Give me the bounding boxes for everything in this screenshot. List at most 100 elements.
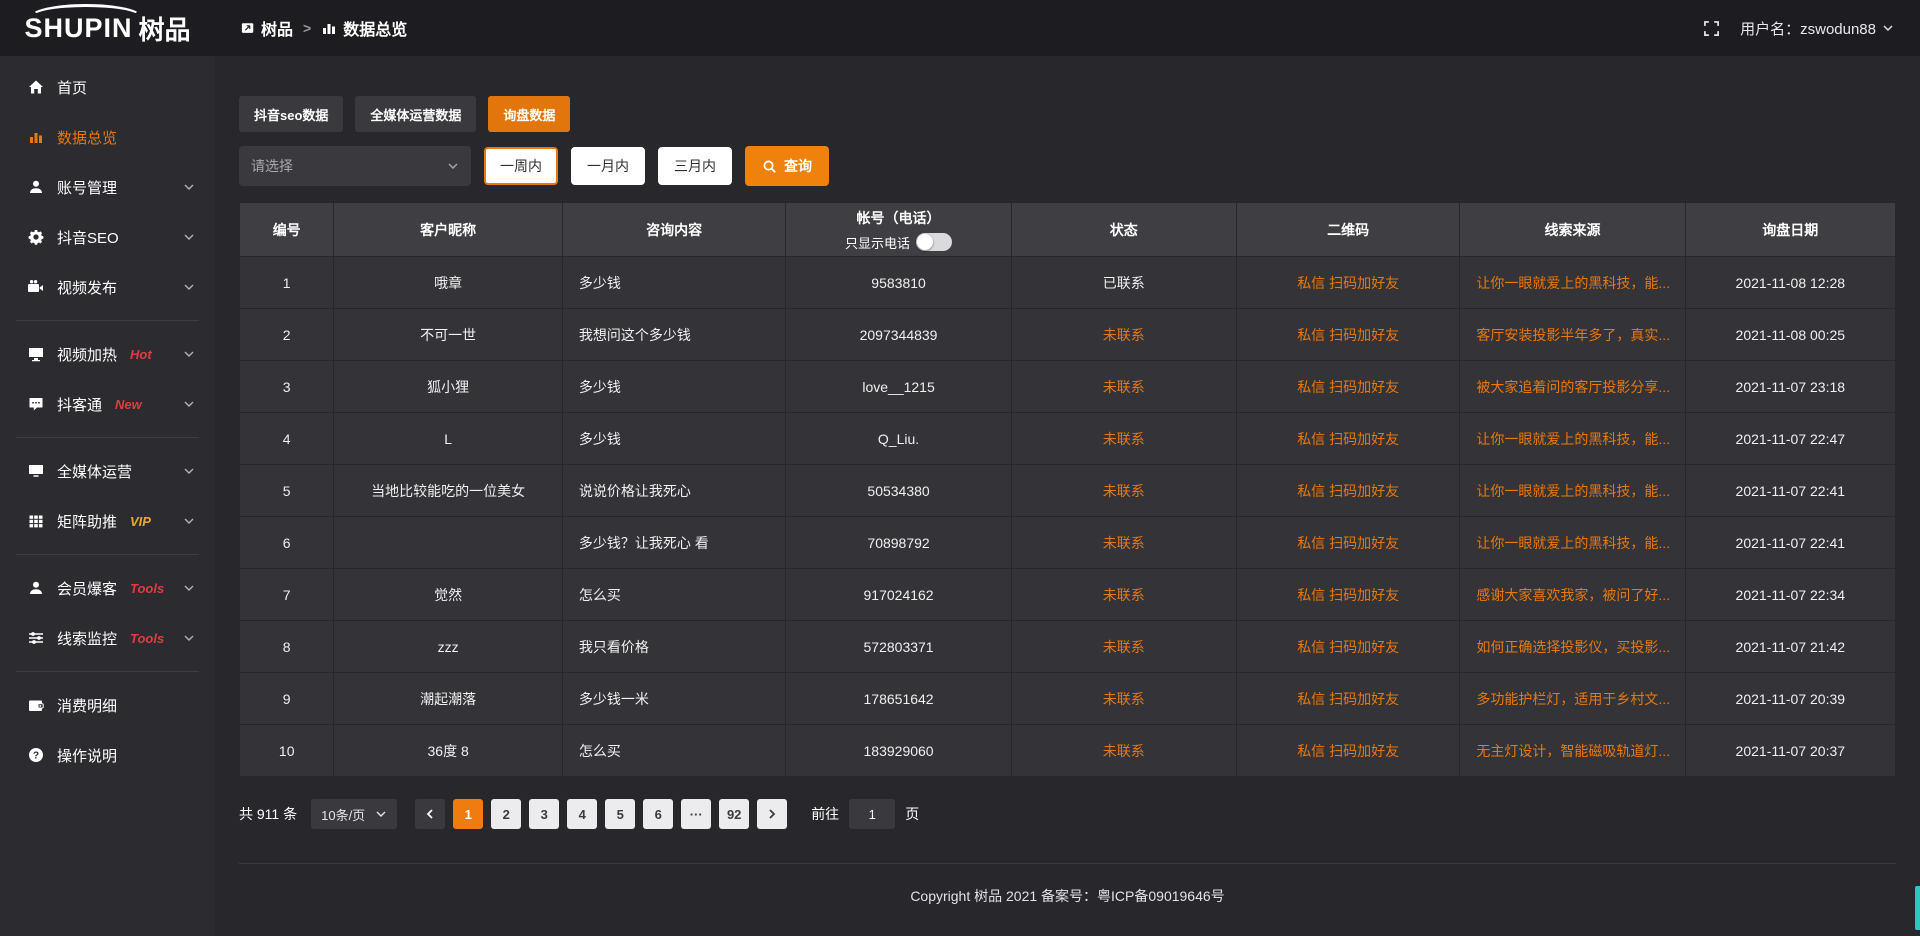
goto-page-input[interactable]: 1 (849, 799, 896, 829)
tab[interactable]: 全媒体运营数据 (355, 96, 477, 132)
table-row: 2 不可一世 我想问这个多少钱 2097344839 未联系 私信 扫码加好友 客厅安装投影… (238, 308, 1897, 361)
cell-id: 3 (238, 360, 335, 413)
svg-text:?: ? (33, 751, 39, 762)
page-button[interactable]: 92 (719, 799, 750, 829)
sliders-icon (28, 630, 44, 646)
goto-suffix: 页 (905, 806, 920, 822)
sidebar-item-badge: Tools (130, 630, 165, 646)
page-button[interactable]: 2 (491, 799, 522, 829)
sidebar-item[interactable]: 视频发布 (0, 262, 215, 312)
page-button[interactable]: ··· (681, 799, 712, 829)
cell-qr-link[interactable]: 私信 扫码加好友 (1235, 256, 1461, 309)
cell-account: Q_Liu. (785, 412, 1012, 465)
cell-qr-link[interactable]: 私信 扫码加好友 (1235, 620, 1461, 673)
cell-qr-link[interactable]: 私信 扫码加好友 (1235, 724, 1461, 777)
wallet-icon (28, 697, 44, 713)
breadcrumb-root[interactable]: 树品 (241, 16, 293, 40)
cell-content: 多少钱？让我死心 看 (561, 516, 787, 569)
cell-source-link[interactable]: 客厅安装投影半年多了，真实... (1459, 308, 1686, 361)
column-header: 询盘日期 (1684, 202, 1897, 257)
cell-account: 178651642 (785, 672, 1012, 725)
app-logo[interactable]: SHUPIN 树品 (0, 0, 215, 56)
logo-arc (30, 4, 142, 17)
column-header: 编号 (238, 202, 335, 257)
tab[interactable]: 抖音seo数据 (239, 96, 344, 132)
fullscreen-icon[interactable] (1703, 20, 1720, 37)
chevron-down-icon (1882, 22, 1894, 34)
cell-qr-link[interactable]: 私信 扫码加好友 (1235, 360, 1461, 413)
chevron-down-icon (447, 160, 459, 172)
sidebar-item[interactable]: 会员爆客 Tools (0, 563, 215, 613)
cell-source-link[interactable]: 感谢大家喜欢我家，被问了好... (1459, 568, 1686, 621)
cell-nickname: 觉然 (333, 568, 563, 621)
filter-select[interactable]: 请选择 (239, 146, 471, 186)
page-size-select[interactable]: 10条/页 (311, 799, 398, 829)
cell-date: 2021-11-08 12:28 (1684, 256, 1897, 309)
range-button[interactable]: 三月内 (658, 147, 732, 185)
sidebar-item[interactable]: 矩阵助推 VIP (0, 496, 215, 546)
cell-source-link[interactable]: 让你一眼就爱上的黑科技，能... (1459, 256, 1686, 309)
cell-source-link[interactable]: 让你一眼就爱上的黑科技，能... (1459, 464, 1686, 517)
page-button[interactable]: 5 (605, 799, 636, 829)
cell-source-link[interactable]: 多功能护栏灯，适用于乡村文... (1459, 672, 1686, 725)
cell-content: 我想问这个多少钱 (561, 308, 787, 361)
table-row: 7 觉然 怎么买 917024162 未联系 私信 扫码加好友 感谢大家喜欢我家，被问了好.… (238, 568, 1897, 621)
cell-account: 70898792 (785, 516, 1012, 569)
sidebar-item[interactable]: 抖音SEO (0, 212, 215, 262)
sidebar-item[interactable]: 线索监控 Tools (0, 613, 215, 663)
cell-nickname: L (333, 412, 563, 465)
sidebar-item[interactable]: 抖客通 New (0, 379, 215, 429)
cell-source-link[interactable]: 如何正确选择投影仪，买投影... (1459, 620, 1686, 673)
chat-widget-strip[interactable] (1915, 886, 1920, 930)
username-label: 用户名：zswodun88 (1740, 20, 1876, 38)
cell-qr-link[interactable]: 私信 扫码加好友 (1235, 308, 1461, 361)
sidebar-divider (16, 437, 199, 438)
tab[interactable]: 询盘数据 (488, 96, 571, 132)
cell-source-link[interactable]: 无主灯设计，智能磁吸轨道灯... (1459, 724, 1686, 777)
sidebar-item[interactable]: ? 操作说明 (0, 730, 215, 780)
cell-date: 2021-11-07 21:42 (1684, 620, 1897, 673)
main-content: 抖音seo数据 全媒体运营数据 询盘数据 请选择 一周内 一月内 三月内 查询 编号 客户… (215, 56, 1920, 936)
goto-label: 前往 (811, 806, 840, 822)
range-button[interactable]: 一周内 (484, 147, 558, 185)
range-button[interactable]: 一月内 (571, 147, 645, 185)
sidebar-item[interactable]: 消费明细 (0, 680, 215, 730)
sidebar-item[interactable]: 账号管理 (0, 162, 215, 212)
cell-qr-link[interactable]: 私信 扫码加好友 (1235, 412, 1461, 465)
sidebar-item-badge: VIP (130, 513, 151, 529)
sidebar-item[interactable]: 首页 (0, 62, 215, 112)
cell-qr-link[interactable]: 私信 扫码加好友 (1235, 516, 1461, 569)
phone-only-toggle[interactable] (916, 233, 953, 251)
prev-page-button[interactable] (415, 799, 446, 829)
breadcrumb-current[interactable]: 数据总览 (321, 16, 407, 40)
breadcrumb: 树品 > 数据总览 (241, 16, 407, 40)
page-button[interactable]: 4 (567, 799, 598, 829)
cell-source-link[interactable]: 让你一眼就爱上的黑科技，能... (1459, 516, 1686, 569)
chevron-down-icon (183, 398, 195, 410)
sidebar-item[interactable]: 视频加热 Hot (0, 329, 215, 379)
cell-nickname: 哦章 (333, 256, 563, 309)
query-button[interactable]: 查询 (745, 146, 829, 186)
sidebar-item-badge: Tools (130, 580, 165, 596)
total-count: 共 911 条 (239, 806, 298, 822)
cell-qr-link[interactable]: 私信 扫码加好友 (1235, 672, 1461, 725)
cell-status: 未联系 (1010, 464, 1237, 517)
cell-qr-link[interactable]: 私信 扫码加好友 (1235, 568, 1461, 621)
cell-status: 未联系 (1010, 672, 1237, 725)
cell-status: 未联系 (1010, 412, 1237, 465)
cell-qr-link[interactable]: 私信 扫码加好友 (1235, 464, 1461, 517)
sidebar-item-label: 操作说明 (57, 747, 118, 765)
cell-date: 2021-11-07 22:41 (1684, 464, 1897, 517)
page-button[interactable]: 6 (643, 799, 674, 829)
page-button[interactable]: 1 (453, 799, 484, 829)
column-header: 二维码 (1235, 202, 1461, 257)
cell-source-link[interactable]: 让你一眼就爱上的黑科技，能... (1459, 412, 1686, 465)
user-menu[interactable]: 用户名：zswodun88 (1740, 18, 1894, 39)
next-page-button[interactable] (757, 799, 788, 829)
page-button[interactable]: 3 (529, 799, 560, 829)
chevron-down-icon (183, 281, 195, 293)
sidebar-item[interactable]: 全媒体运营 (0, 446, 215, 496)
cell-source-link[interactable]: 被大家追着问的客厅投影分享... (1459, 360, 1686, 413)
cell-content: 多少钱 (561, 256, 787, 309)
sidebar-item[interactable]: 数据总览 (0, 112, 215, 162)
